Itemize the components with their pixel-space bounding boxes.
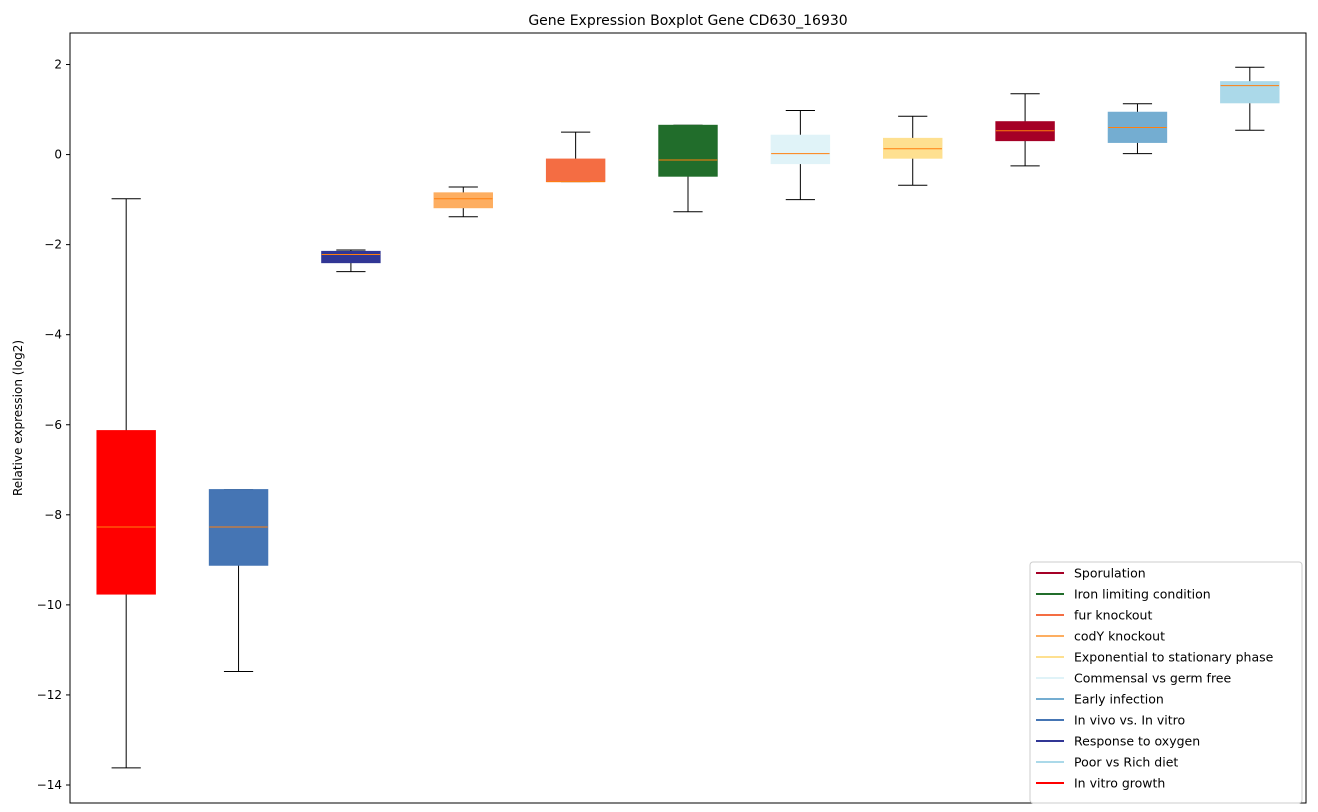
box-body — [433, 192, 493, 209]
y-tick-label: −2 — [44, 238, 62, 252]
box-10 — [1107, 103, 1168, 155]
box-11 — [1220, 66, 1280, 131]
y-tick-label: −4 — [44, 328, 62, 342]
y-tick-label: −10 — [37, 598, 62, 612]
box-7 — [770, 109, 831, 201]
y-tick-label: 2 — [54, 58, 62, 72]
box-5 — [545, 131, 606, 183]
legend-frame — [1029, 561, 1303, 804]
chart-title: Gene Expression Boxplot Gene CD630_16930 — [528, 13, 847, 29]
box-9 — [995, 93, 1055, 167]
legend-label: Iron limiting condition — [1074, 587, 1211, 602]
legend-label: Exponential to stationary phase — [1074, 650, 1274, 665]
box-body — [658, 124, 718, 177]
box-body — [321, 250, 381, 264]
box-4 — [433, 186, 493, 218]
legend-label: codY knockout — [1074, 629, 1165, 644]
plot-frame — [69, 32, 1307, 804]
legend-label: In vitro growth — [1074, 776, 1165, 791]
legend-label: Sporulation — [1074, 566, 1146, 581]
y-tick-label: −14 — [37, 778, 62, 792]
boxes-layer — [96, 66, 1280, 769]
legend-label: Commensal vs germ free — [1074, 671, 1231, 686]
legend-label: In vivo vs. In vitro — [1074, 713, 1185, 728]
y-axis-label: Relative expression (log2) — [11, 340, 25, 496]
y-tick-label: 0 — [54, 148, 62, 162]
legend-label: Early infection — [1074, 692, 1164, 707]
legend: Sporulation Iron limiting condition fur kn… — [1029, 561, 1303, 804]
box-body — [545, 158, 606, 183]
box-1 — [96, 198, 156, 769]
box-body — [96, 430, 156, 595]
y-axis: 2 0 −2 −4 −6 −8 −10 −12 −14 — [37, 58, 70, 792]
y-tick-label: −6 — [44, 418, 62, 432]
box-6 — [658, 124, 718, 213]
box-2 — [208, 489, 269, 673]
box-body — [770, 134, 831, 165]
legend-label: Poor vs Rich diet — [1074, 755, 1178, 770]
legend-label: fur knockout — [1074, 608, 1152, 623]
y-tick-label: −12 — [37, 688, 62, 702]
legend-label: Response to oxygen — [1074, 734, 1200, 749]
box-body — [1220, 81, 1280, 104]
box-8 — [883, 115, 943, 186]
y-tick-label: −8 — [44, 508, 62, 522]
box-3 — [321, 249, 381, 273]
